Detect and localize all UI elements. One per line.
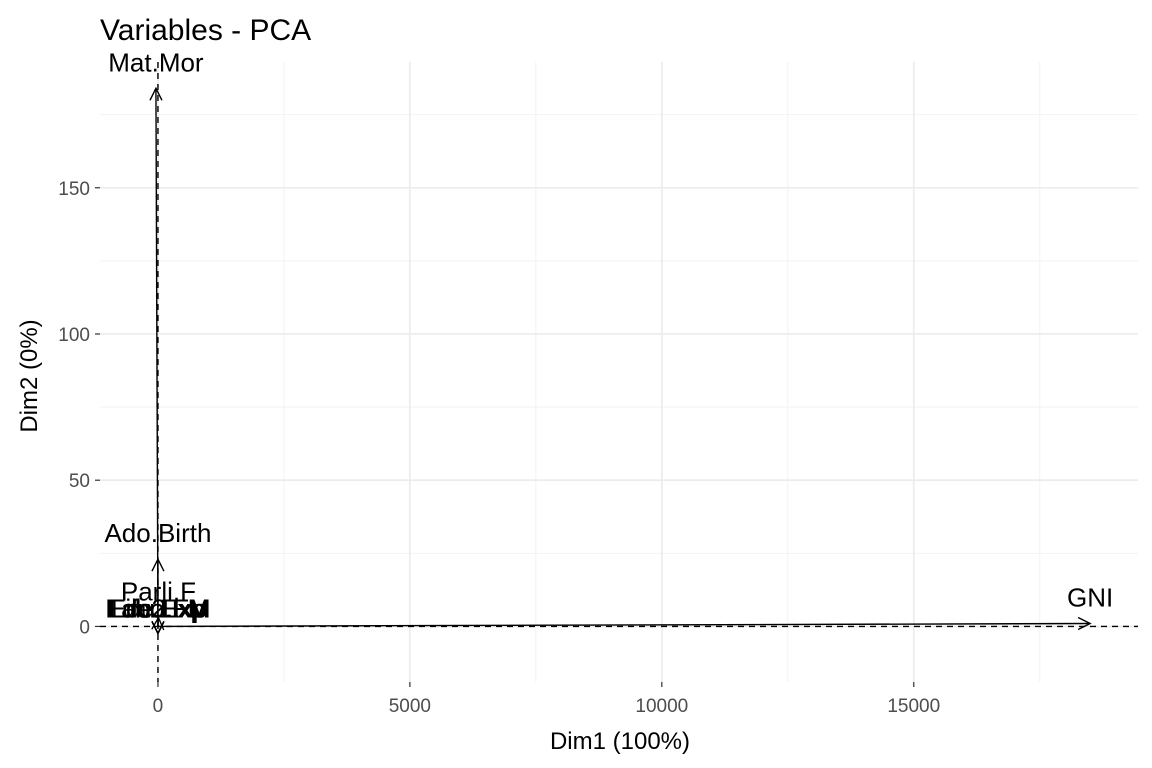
arrow-head-ado-birth xyxy=(151,557,165,572)
variable-label-mat-mor: Mat.Mor xyxy=(108,47,204,77)
reference-lines xyxy=(100,62,1138,682)
variable-label-parli-f: Parli.F xyxy=(121,577,196,607)
variable-labels: Mat.Mor Ado.Birth GNI Parli.FEdu.ExpLife.Ex… xyxy=(104,47,1113,623)
axis-ticks: 0 5000 10000 15000 0 50 100 150 xyxy=(58,179,940,717)
variable-label-gni: GNI xyxy=(1067,583,1113,613)
variable-label-edu2-fm: Edu2.FM xyxy=(105,593,211,623)
variable-arrows xyxy=(149,86,1092,635)
variable-label-life-exp: Life.Exp xyxy=(111,593,205,623)
chart-title: Variables - PCA xyxy=(100,14,311,47)
arrow-mat-mor xyxy=(149,86,163,627)
y-tick-label: 50 xyxy=(69,471,90,492)
arrow-head-gni xyxy=(1077,616,1092,631)
x-tick-label: 15000 xyxy=(887,696,940,717)
x-tick-label: 5000 xyxy=(389,696,431,717)
variable-label-labo-fm: Labo.FM xyxy=(107,593,210,623)
x-tick-label: 0 xyxy=(153,696,164,717)
grid-layer xyxy=(100,62,1138,682)
x-tick-label: 10000 xyxy=(635,696,688,717)
y-tick-label: 0 xyxy=(79,617,90,638)
x-axis-title: Dim1 (100%) xyxy=(550,728,690,755)
y-tick-label: 150 xyxy=(58,179,90,200)
arrow-gni xyxy=(157,616,1092,631)
arrow-head-mat-mor xyxy=(149,86,163,101)
arrow-shaft-mat-mor xyxy=(155,88,159,627)
arrow-labo-fm xyxy=(151,621,165,635)
variable-label-edu-exp: Edu.Exp xyxy=(109,593,207,623)
y-axis-title: Dim2 (0%) xyxy=(16,319,43,432)
arrow-head-labo-fm xyxy=(151,621,165,635)
arrow-shaft-gni xyxy=(157,622,1091,628)
variable-label-ado-birth: Ado.Birth xyxy=(104,518,211,548)
y-tick-label: 100 xyxy=(58,325,90,346)
arrow-ado-birth xyxy=(151,557,165,627)
